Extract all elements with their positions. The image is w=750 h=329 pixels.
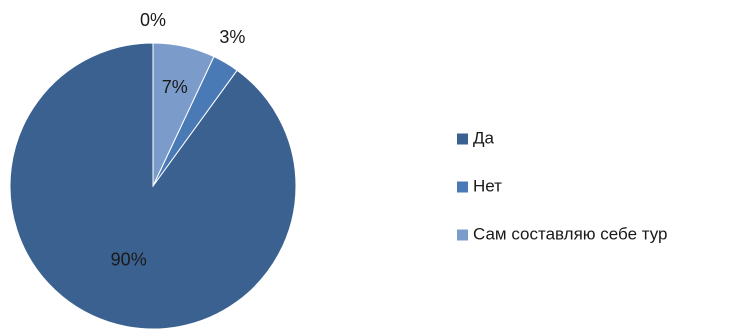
data-label-1: 90%	[111, 250, 147, 270]
legend-label-3: Сам составляю себе тур	[473, 224, 668, 243]
legend-swatch-3	[457, 229, 468, 241]
legend: Да Нет Сам составляю себе тур	[457, 128, 668, 243]
pie-slice-3	[152, 42, 215, 187]
data-label-2: 3%	[219, 27, 245, 47]
data-label-4: 0%	[140, 10, 166, 30]
pie-slices	[9, 42, 297, 329]
legend-label-2: Нет	[473, 176, 502, 195]
legend-label-1: Да	[473, 128, 495, 147]
pie-percentage-labels: 90% 3% 7% 0%	[111, 10, 246, 270]
legend-swatch-1	[457, 133, 468, 145]
data-label-3: 7%	[162, 77, 188, 97]
legend-swatch-2	[457, 181, 468, 193]
